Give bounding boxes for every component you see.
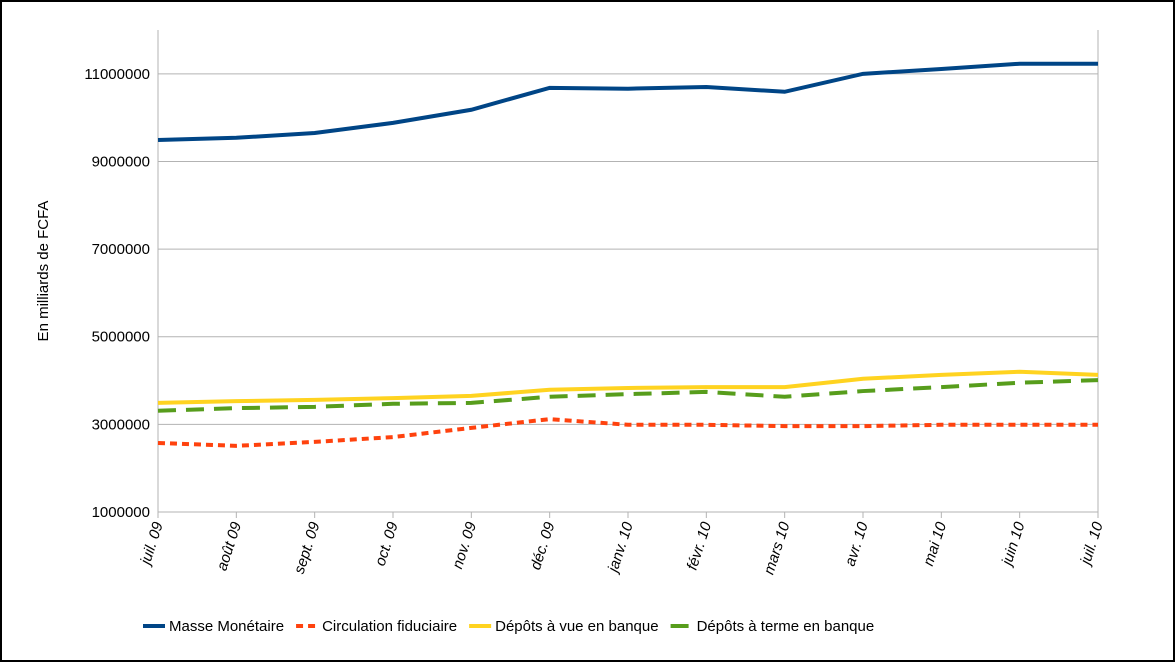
y-tick-label: 3000000 (92, 416, 150, 433)
y-tick-label: 1000000 (92, 504, 150, 521)
legend-label: Circulation fiduciaire (322, 618, 457, 635)
y-tick-label: 7000000 (92, 241, 150, 258)
y-axis-label: En milliards de FCFA (35, 201, 52, 342)
series-line (157, 417, 1098, 448)
legend-label: Dépôts à terme en banque (697, 618, 875, 635)
y-tick-label: 5000000 (92, 329, 150, 346)
series-line (157, 369, 1099, 405)
legend-label: Dépôts à vue en banque (495, 618, 658, 635)
legend-label: Masse Monétaire (169, 618, 284, 635)
y-tick-label: 9000000 (92, 153, 150, 170)
y-tick-label: 11000000 (84, 66, 150, 83)
series-line (157, 61, 1098, 142)
series-line (157, 378, 1099, 413)
